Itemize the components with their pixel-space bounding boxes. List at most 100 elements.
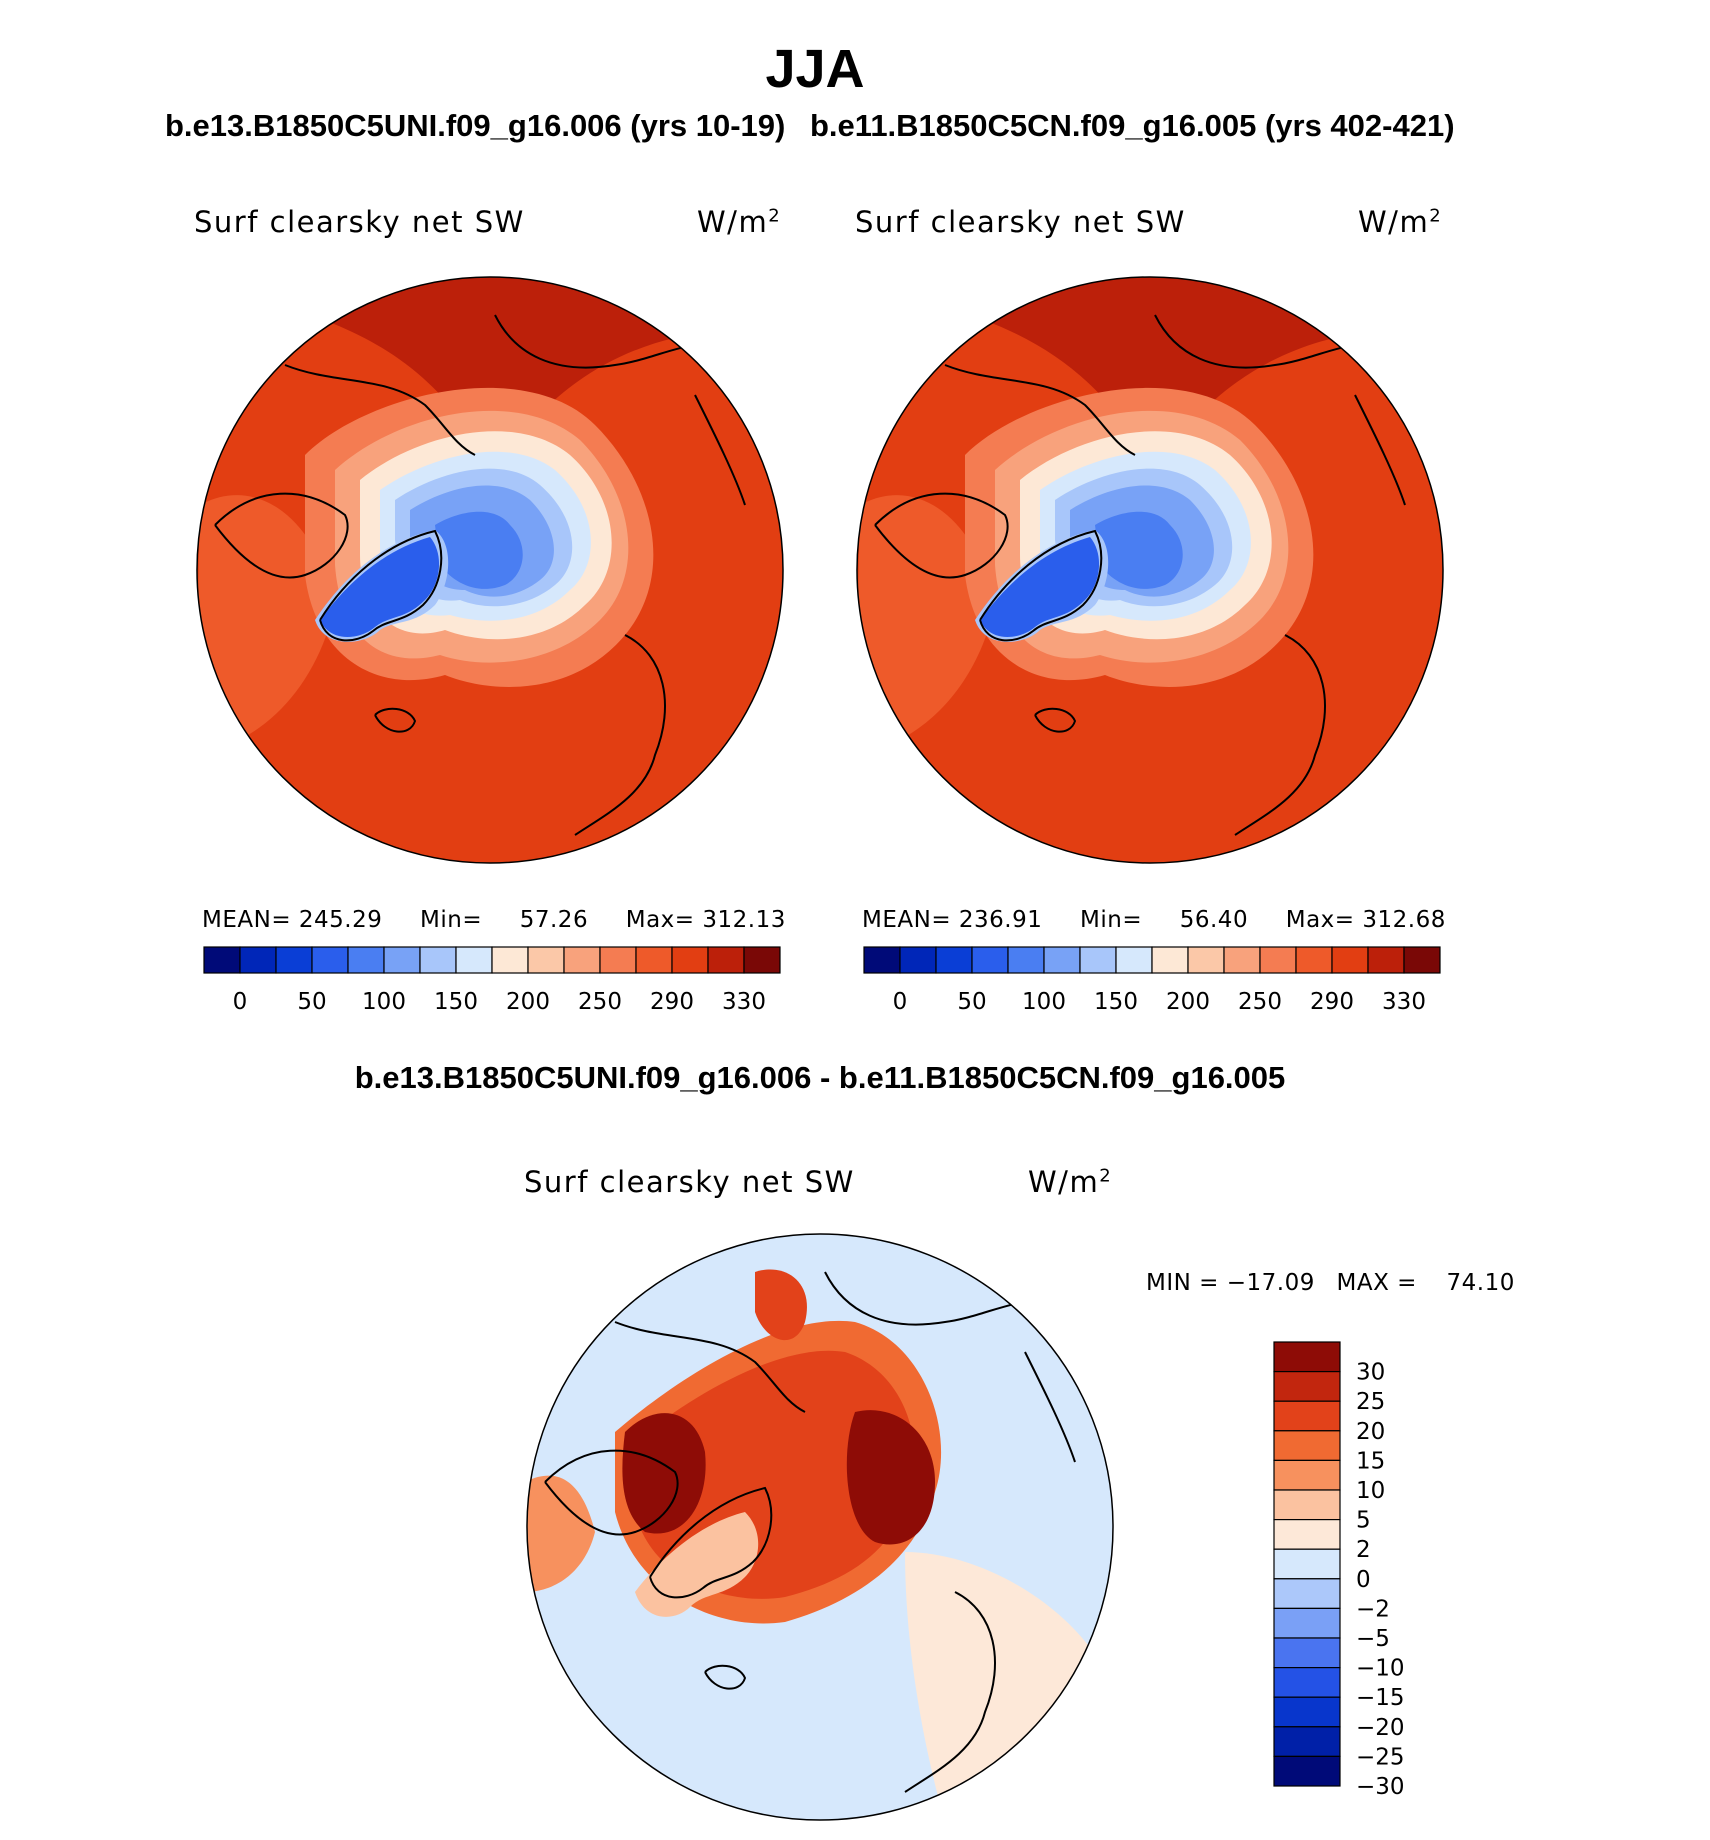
panel1-units: W/m2	[697, 205, 782, 239]
panel1-colorbar-tick-label: 100	[362, 989, 406, 1015]
panel1-max-value: 312.13	[702, 907, 786, 933]
panel2-field-north-land	[857, 277, 1443, 475]
panel1-colorbar-swatch	[707, 946, 745, 974]
panel3-colorbar-tick-label: 20	[1356, 1419, 1385, 1445]
panel3-field-barents	[846, 1410, 935, 1545]
panel3-colorbar-tick-label: −25	[1356, 1744, 1405, 1770]
panel2-map-border	[856, 276, 1444, 864]
panel3-colorbar-swatch	[1273, 1459, 1341, 1491]
panel2-colorbar-swatch	[1079, 946, 1117, 974]
panel1-colorbar-swatch	[455, 946, 493, 974]
panel2-stats: MEAN= 236.91 Min= 56.40 Max= 312.68	[862, 907, 1446, 933]
panel3-colorbar-tick-label: 15	[1356, 1448, 1385, 1474]
panel1-coastline	[574, 634, 666, 836]
panel2-colorbar-tick-label: 330	[1382, 989, 1426, 1015]
panel3-greenland	[635, 1512, 759, 1617]
panel1-field-band-4	[435, 511, 523, 589]
panel2-coastline	[1034, 707, 1077, 733]
panel2-colorbar-tick-label: 100	[1022, 989, 1066, 1015]
panel1-mean-value: 245.29	[298, 907, 383, 933]
panel2-colorbar-tick-label: 50	[957, 989, 986, 1015]
panel1-mean-label: MEAN=	[202, 907, 292, 933]
panel3-map	[526, 1233, 1114, 1821]
panel2-field-band-4	[1095, 511, 1183, 589]
panel3-stats: MIN = −17.09 MAX = 74.10	[1146, 1270, 1515, 1296]
panel1-min-label: Min=	[420, 907, 483, 933]
panel2-colorbar-swatch	[1115, 946, 1153, 974]
panel1-colorbar-swatch	[527, 946, 565, 974]
panel3-coastline	[544, 1449, 679, 1536]
panel1-colorbar-swatch	[419, 946, 457, 974]
panel3-colorbar-tick-label: −5	[1356, 1626, 1390, 1652]
panel2-coastline	[1354, 394, 1406, 506]
case-b-title: b.e11.B1850C5CN.f09_g16.005 (yrs 402-421…	[810, 108, 1455, 143]
panel1-colorbar-tick-label: 330	[722, 989, 766, 1015]
panel1-colorbar-tick-label: 50	[297, 989, 326, 1015]
panel3-max-label: MAX =	[1336, 1270, 1417, 1296]
panel2-colorbar-swatch	[1403, 946, 1441, 974]
panel3-colorbar-swatch	[1273, 1341, 1341, 1373]
case-a-title: b.e13.B1850C5UNI.f09_g16.006 (yrs 10-19)	[165, 108, 786, 143]
panel3-min-value: −17.09	[1226, 1270, 1315, 1296]
panel1-colorbar-swatch	[275, 946, 313, 974]
panel2-colorbar-swatch	[1187, 946, 1225, 974]
panel3-colorbar-swatch	[1273, 1726, 1341, 1757]
panel3-colorbar-swatch	[1273, 1548, 1341, 1580]
panel3-coastline	[614, 1321, 806, 1413]
panel2-mean-value: 236.91	[958, 907, 1043, 933]
panel3-colorbar-swatch	[1273, 1578, 1341, 1610]
panel3-colorbar-swatch	[1273, 1430, 1341, 1462]
panel3-colorbar-tick-label: −2	[1356, 1596, 1390, 1622]
panel1-coastline	[694, 394, 746, 506]
panel1-coastline	[284, 364, 476, 456]
panel2-colorbar-swatch	[1151, 946, 1189, 974]
panel2-colorbar: 0 50 100 150 200 250 290 330	[863, 946, 1441, 1015]
panel2-greenland-ice	[980, 537, 1100, 638]
panel1-colorbar-swatch	[239, 946, 277, 974]
panel3-colorbar-swatch	[1273, 1519, 1341, 1550]
panel3-coastline	[704, 1664, 747, 1690]
panel3-colorbar-tick-label: 10	[1356, 1478, 1385, 1504]
panel3-colorbar-tick-label: −20	[1356, 1715, 1405, 1741]
panel1-max-label: Max=	[625, 907, 695, 933]
panel3-colorbar-tick-label: 5	[1356, 1508, 1371, 1534]
panel1-field-west-land	[197, 495, 335, 755]
diff-title: b.e13.B1850C5UNI.f09_g16.006 - b.e11.B18…	[354, 1060, 1286, 1095]
panel2-colorbar-swatch	[1259, 946, 1297, 974]
panel1-colorbar-tick-label: 290	[650, 989, 694, 1015]
panel2-colorbar-swatch	[971, 946, 1009, 974]
panel1-colorbar-tick-label: 200	[506, 989, 550, 1015]
panel2-colorbar-swatch	[1295, 946, 1333, 974]
panel3-map-border	[526, 1233, 1114, 1821]
panel2-colorbar-tick-label: 150	[1094, 989, 1138, 1015]
panel2-colorbar-tick-label: 250	[1238, 989, 1282, 1015]
panel3-colorbar-swatch	[1273, 1400, 1341, 1432]
panel3-colorbar-swatch	[1273, 1667, 1341, 1698]
panel3-colorbar-swatch	[1273, 1371, 1341, 1402]
panel1-colorbar-swatch	[491, 946, 529, 974]
panel2-coastline	[1234, 634, 1326, 836]
panel2-max-value: 312.68	[1362, 907, 1446, 933]
panel2-coastline	[874, 492, 1009, 579]
panel3-colorbar-tick-label: 30	[1356, 1360, 1385, 1386]
panel3-field-archipelago	[622, 1413, 706, 1534]
panel2-coastline	[944, 364, 1136, 456]
panel1-colorbar-swatch	[311, 946, 349, 974]
panel3-colorbar-tick-label: −30	[1356, 1774, 1405, 1800]
panel2-mean-label: MEAN=	[862, 907, 952, 933]
panel1-coastline	[214, 492, 349, 579]
panel2-min-label: Min=	[1080, 907, 1143, 933]
panel1-colorbar-swatch	[671, 946, 709, 974]
panel3-colorbar-swatch	[1273, 1607, 1341, 1639]
panel3-colorbar-tick-label: 0	[1356, 1567, 1371, 1593]
panel3-variable-label: Surf clearsky net SW	[524, 1165, 855, 1199]
panel1-colorbar: 0 50 100 150 200 250 290 330	[203, 946, 781, 1015]
panel3-colorbar-tick-label: 25	[1356, 1389, 1385, 1415]
panel1-colorbar-tick-label: 0	[233, 989, 248, 1015]
panel2-colorbar-tick-label: 290	[1310, 989, 1354, 1015]
panel2-colorbar-swatch	[899, 946, 937, 974]
panel2-variable-label: Surf clearsky net SW	[855, 205, 1186, 239]
panel1-colorbar-tick-label: 150	[434, 989, 478, 1015]
panel3-coastline	[649, 1486, 773, 1599]
